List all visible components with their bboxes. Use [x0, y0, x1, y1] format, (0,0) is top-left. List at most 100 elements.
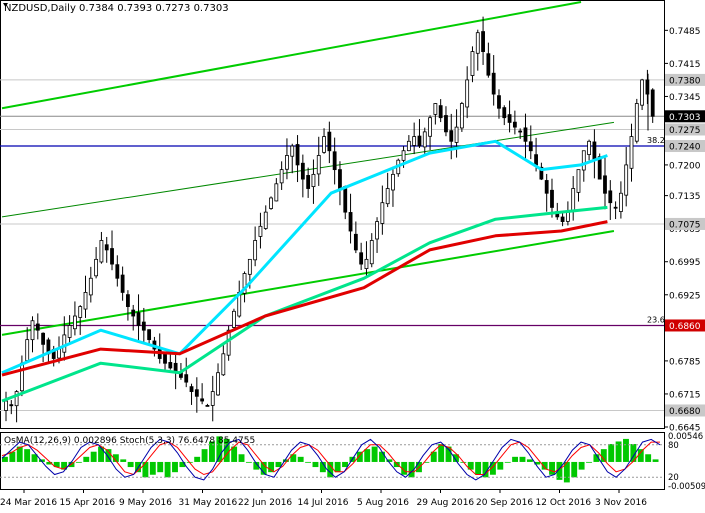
- candle-body: [115, 264, 120, 279]
- candle-body: [438, 105, 443, 119]
- level-label-box: [665, 123, 705, 136]
- osma-bar: [127, 461, 134, 468]
- candle-body: [168, 362, 173, 369]
- candle-body: [184, 374, 189, 383]
- candle-body: [375, 221, 379, 240]
- candle-body: [534, 154, 538, 166]
- candle-body: [348, 212, 353, 232]
- candle-body: [475, 32, 480, 54]
- price-tick-label: 0.7135: [669, 192, 701, 202]
- candle-body: [544, 180, 549, 194]
- osma-bar: [445, 446, 452, 462]
- candle-body: [650, 89, 655, 117]
- osma-bar: [238, 454, 245, 462]
- price-tick-label: 0.6925: [669, 291, 701, 301]
- ema-fast-line: [1, 139, 608, 375]
- candle-body: [454, 126, 459, 143]
- osma-bar: [297, 456, 304, 462]
- candle-body: [502, 107, 507, 119]
- osma-bar: [541, 461, 548, 470]
- osma-bar: [467, 461, 474, 470]
- candle-body: [422, 131, 427, 148]
- candle-body: [295, 144, 300, 166]
- price-tick-label: 0.7345: [669, 93, 701, 103]
- candle-body: [412, 136, 417, 146]
- candle-body: [263, 211, 268, 229]
- candle-body: [141, 321, 146, 331]
- osma-bar: [356, 451, 363, 462]
- osma-bar: [172, 461, 178, 473]
- price-tick-label: 0.6995: [669, 258, 701, 268]
- level-label: 0.7380: [669, 76, 701, 86]
- osma-bar: [645, 454, 652, 462]
- candle-body: [62, 334, 67, 353]
- candle-body: [518, 130, 523, 133]
- candle-body: [449, 130, 454, 142]
- time-axis: 24 Mar 2016 15 Apr 2016 9 May 2016 31 May 2…: [0, 489, 647, 508]
- osma-bar: [438, 444, 445, 462]
- osma-bar: [24, 449, 31, 462]
- osma-bar: [497, 461, 504, 470]
- osma-bar: [608, 444, 615, 462]
- fib-label: 23.6: [647, 315, 665, 324]
- time-tick-label: 14 Jul 2016: [298, 498, 349, 508]
- candle-body: [110, 248, 114, 265]
- osma-bar: [489, 461, 496, 475]
- osma-bar: [519, 456, 526, 462]
- osma-bar: [83, 456, 90, 462]
- candle-body: [369, 240, 374, 265]
- candle-body: [512, 121, 517, 128]
- candle-body: [322, 136, 326, 153]
- candle-body: [30, 320, 35, 341]
- candle-body: [311, 173, 316, 188]
- osma-bar: [637, 449, 644, 462]
- osma-bar: [526, 459, 533, 462]
- osma-bar: [275, 461, 282, 468]
- osma-bar: [179, 461, 186, 468]
- candle-body: [497, 95, 501, 109]
- indicator-tick-label: 20: [668, 473, 679, 483]
- stoch-signal-line: [1, 441, 660, 476]
- candle-body: [433, 103, 438, 115]
- candle-body: [78, 306, 83, 318]
- osma-bar: [253, 461, 260, 470]
- candle-body: [120, 274, 125, 293]
- time-tick-label: 3 Nov 2016: [595, 498, 647, 508]
- osma-bar: [379, 451, 385, 462]
- time-tick-label: 15 Apr 2016: [60, 498, 116, 508]
- osma-bar: [31, 454, 38, 462]
- candle-body: [364, 258, 369, 270]
- osma-bar: [260, 461, 267, 475]
- candle-body: [565, 211, 570, 222]
- candle-body: [550, 189, 554, 208]
- osma-bar: [652, 459, 659, 462]
- osma-bar: [578, 461, 585, 470]
- candle-body: [9, 404, 14, 407]
- osma-bar: [452, 454, 459, 462]
- indicator-tick-label: 80: [668, 441, 679, 451]
- osma-bar: [223, 438, 230, 462]
- candle-body: [285, 155, 289, 170]
- osma-bar: [504, 461, 511, 463]
- osma-bar: [371, 446, 378, 462]
- main-plot: 38.2 23.6: [0, 1, 665, 423]
- candle-body: [210, 391, 215, 406]
- candle-body: [353, 233, 358, 251]
- channel-lower-line: [1, 230, 615, 336]
- level-label: 0.7303: [669, 113, 701, 123]
- candle-body: [290, 145, 295, 157]
- candle-body: [618, 192, 623, 212]
- candle-body: [338, 169, 342, 189]
- osma-bar: [600, 449, 607, 462]
- candle-body: [581, 150, 586, 171]
- osma-bar: [282, 459, 289, 462]
- chart-menu-icon[interactable]: [3, 3, 8, 7]
- osma-bar: [423, 461, 430, 463]
- candle-body: [258, 225, 263, 237]
- osma-bar: [216, 436, 223, 462]
- candle-body: [629, 136, 634, 169]
- time-tick-label: 31 May 2016: [179, 498, 238, 508]
- price-tick-label: 0.7200: [669, 161, 701, 171]
- chart-title: NZDUSD,Daily 0.7384 0.7393 0.7273 0.7303: [4, 3, 229, 14]
